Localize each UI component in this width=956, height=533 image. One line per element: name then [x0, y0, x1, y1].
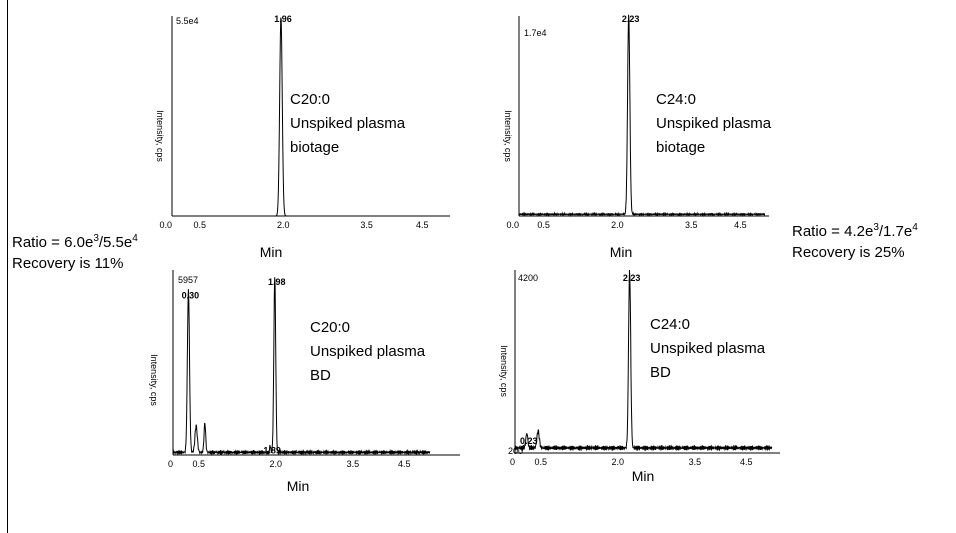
chromatogram-trace [514, 269, 773, 452]
recovery-text: Recovery is 25% [792, 244, 905, 261]
x-tick-label: 3.5 [685, 220, 698, 230]
annotation-line: C24:0 [656, 91, 696, 108]
annotation-line: Unspiked plasma [650, 340, 766, 357]
peak-label: 0.23 [520, 436, 538, 446]
peak-labels: 2.23 [622, 14, 640, 24]
peak-label: 2.23 [623, 273, 641, 283]
x-axis-label: Min [610, 244, 633, 260]
sample-annotation: C20:0 Unspiked plasma biotage [290, 91, 406, 156]
chromatogram-trace [172, 277, 431, 456]
y-max-label: 4200 [518, 273, 538, 283]
x-axis-label: Min [287, 478, 310, 494]
x-tick-labels: 0 0.5 2.0 3.5 4.5 [168, 459, 411, 469]
annotation-line: BD [650, 364, 671, 381]
ratio-note-left: Ratio = 6.0e3/5.5e4 Recovery is 11% [12, 232, 138, 274]
peak-labels: 1.96 [274, 14, 292, 24]
x-tick-labels: 0.0 0.5 2.0 3.5 4.5 [506, 220, 746, 230]
peak-label: 1.98 [268, 277, 286, 287]
ratio-text: Ratio = 6.0e3/5.5e4 [12, 233, 138, 252]
chromatogram-c20-biotage: 5.5e4 Intensity, cps 0.0 0.5 2.0 3.5 4.5 1.9… [155, 14, 450, 260]
x-tick-label: 4.5 [416, 220, 429, 230]
page-left-border [7, 0, 8, 533]
annotation-line: C20:0 [310, 319, 350, 336]
x-tick-label: 3.5 [689, 457, 702, 467]
x-tick-label: 3.5 [347, 459, 360, 469]
x-tick-label: 0.5 [537, 220, 550, 230]
x-tick-label: 0.5 [192, 459, 205, 469]
x-tick-label: 0.0 [159, 220, 172, 230]
x-axis-label: Min [632, 468, 655, 484]
x-tick-label: 2.0 [277, 220, 290, 230]
x-tick-label: 4.5 [734, 220, 747, 230]
chromatogram-c20-bd: 5957 Intensity, cps 0 0.5 2.0 3.5 4.5 0.30 1.… [149, 270, 460, 494]
chromatogram-c24-biotage: 1.7e4 Intensity, cps 0.0 0.5 2.0 3.5 4.5 2.2… [503, 14, 772, 260]
annotation-line: BD [310, 367, 331, 384]
x-tick-label: 0.0 [506, 220, 519, 230]
x-tick-label: 2.0 [612, 457, 625, 467]
peak-label: 2.23 [622, 14, 640, 24]
ratio-text: Ratio = 4.2e3/1.7e4 [792, 222, 918, 241]
sample-annotation: C20:0 Unspiked plasma BD [310, 319, 426, 384]
sample-annotation: C24:0 Unspiked plasma BD [650, 316, 766, 381]
y-axis-label: Intensity, cps [499, 345, 509, 397]
x-tick-label: 3.5 [360, 220, 373, 230]
chromatogram-trace [518, 14, 766, 218]
annotation-line: Unspiked plasma [290, 115, 406, 132]
x-tick-labels: 0.0 0.5 2.0 3.5 4.5 [159, 220, 428, 230]
annotation-line: C24:0 [650, 316, 690, 333]
peak-labels: 0.30 1.98 1.89 [182, 277, 286, 456]
y-max-label: 1.7e4 [524, 28, 547, 38]
chromatogram-c24-bd: 4200 200 Intensity, cps 0 0.5 2.0 3.5 4.5 0.… [499, 269, 780, 484]
y-min-label: 200 [508, 446, 523, 456]
x-axis-label: Min [260, 244, 283, 260]
y-axis-label: Intensity, cps [503, 110, 513, 162]
y-max-label: 5.5e4 [176, 16, 199, 26]
annotation-line: biotage [290, 139, 339, 156]
x-tick-label: 0.5 [534, 457, 547, 467]
recovery-text: Recovery is 11% [12, 255, 124, 272]
sample-annotation: C24:0 Unspiked plasma biotage [656, 91, 772, 156]
annotation-line: biotage [656, 139, 705, 156]
peak-label: 1.89 [263, 446, 281, 456]
x-tick-label: 4.5 [398, 459, 411, 469]
x-tick-label: 0 [510, 457, 515, 467]
y-max-label: 5957 [178, 275, 198, 285]
annotation-line: C20:0 [290, 91, 330, 108]
annotation-line: Unspiked plasma [656, 115, 772, 132]
x-tick-label: 0.5 [194, 220, 207, 230]
peak-label: 1.96 [274, 14, 292, 24]
x-tick-label: 2.0 [270, 459, 283, 469]
x-tick-label: 2.0 [611, 220, 624, 230]
ratio-note-right: Ratio = 4.2e3/1.7e4 Recovery is 25% [792, 221, 918, 263]
annotation-line: Unspiked plasma [310, 343, 426, 360]
x-tick-label: 0 [168, 459, 173, 469]
x-tick-labels: 0 0.5 2.0 3.5 4.5 [510, 457, 753, 467]
y-axis-label: Intensity, cps [149, 354, 159, 406]
peak-labels: 0.23 2.23 [520, 273, 640, 446]
peak-label: 0.30 [182, 291, 200, 301]
y-axis-label: Intensity, cps [155, 110, 165, 162]
chromatogram-trace [172, 17, 450, 217]
x-tick-label: 4.5 [740, 457, 753, 467]
